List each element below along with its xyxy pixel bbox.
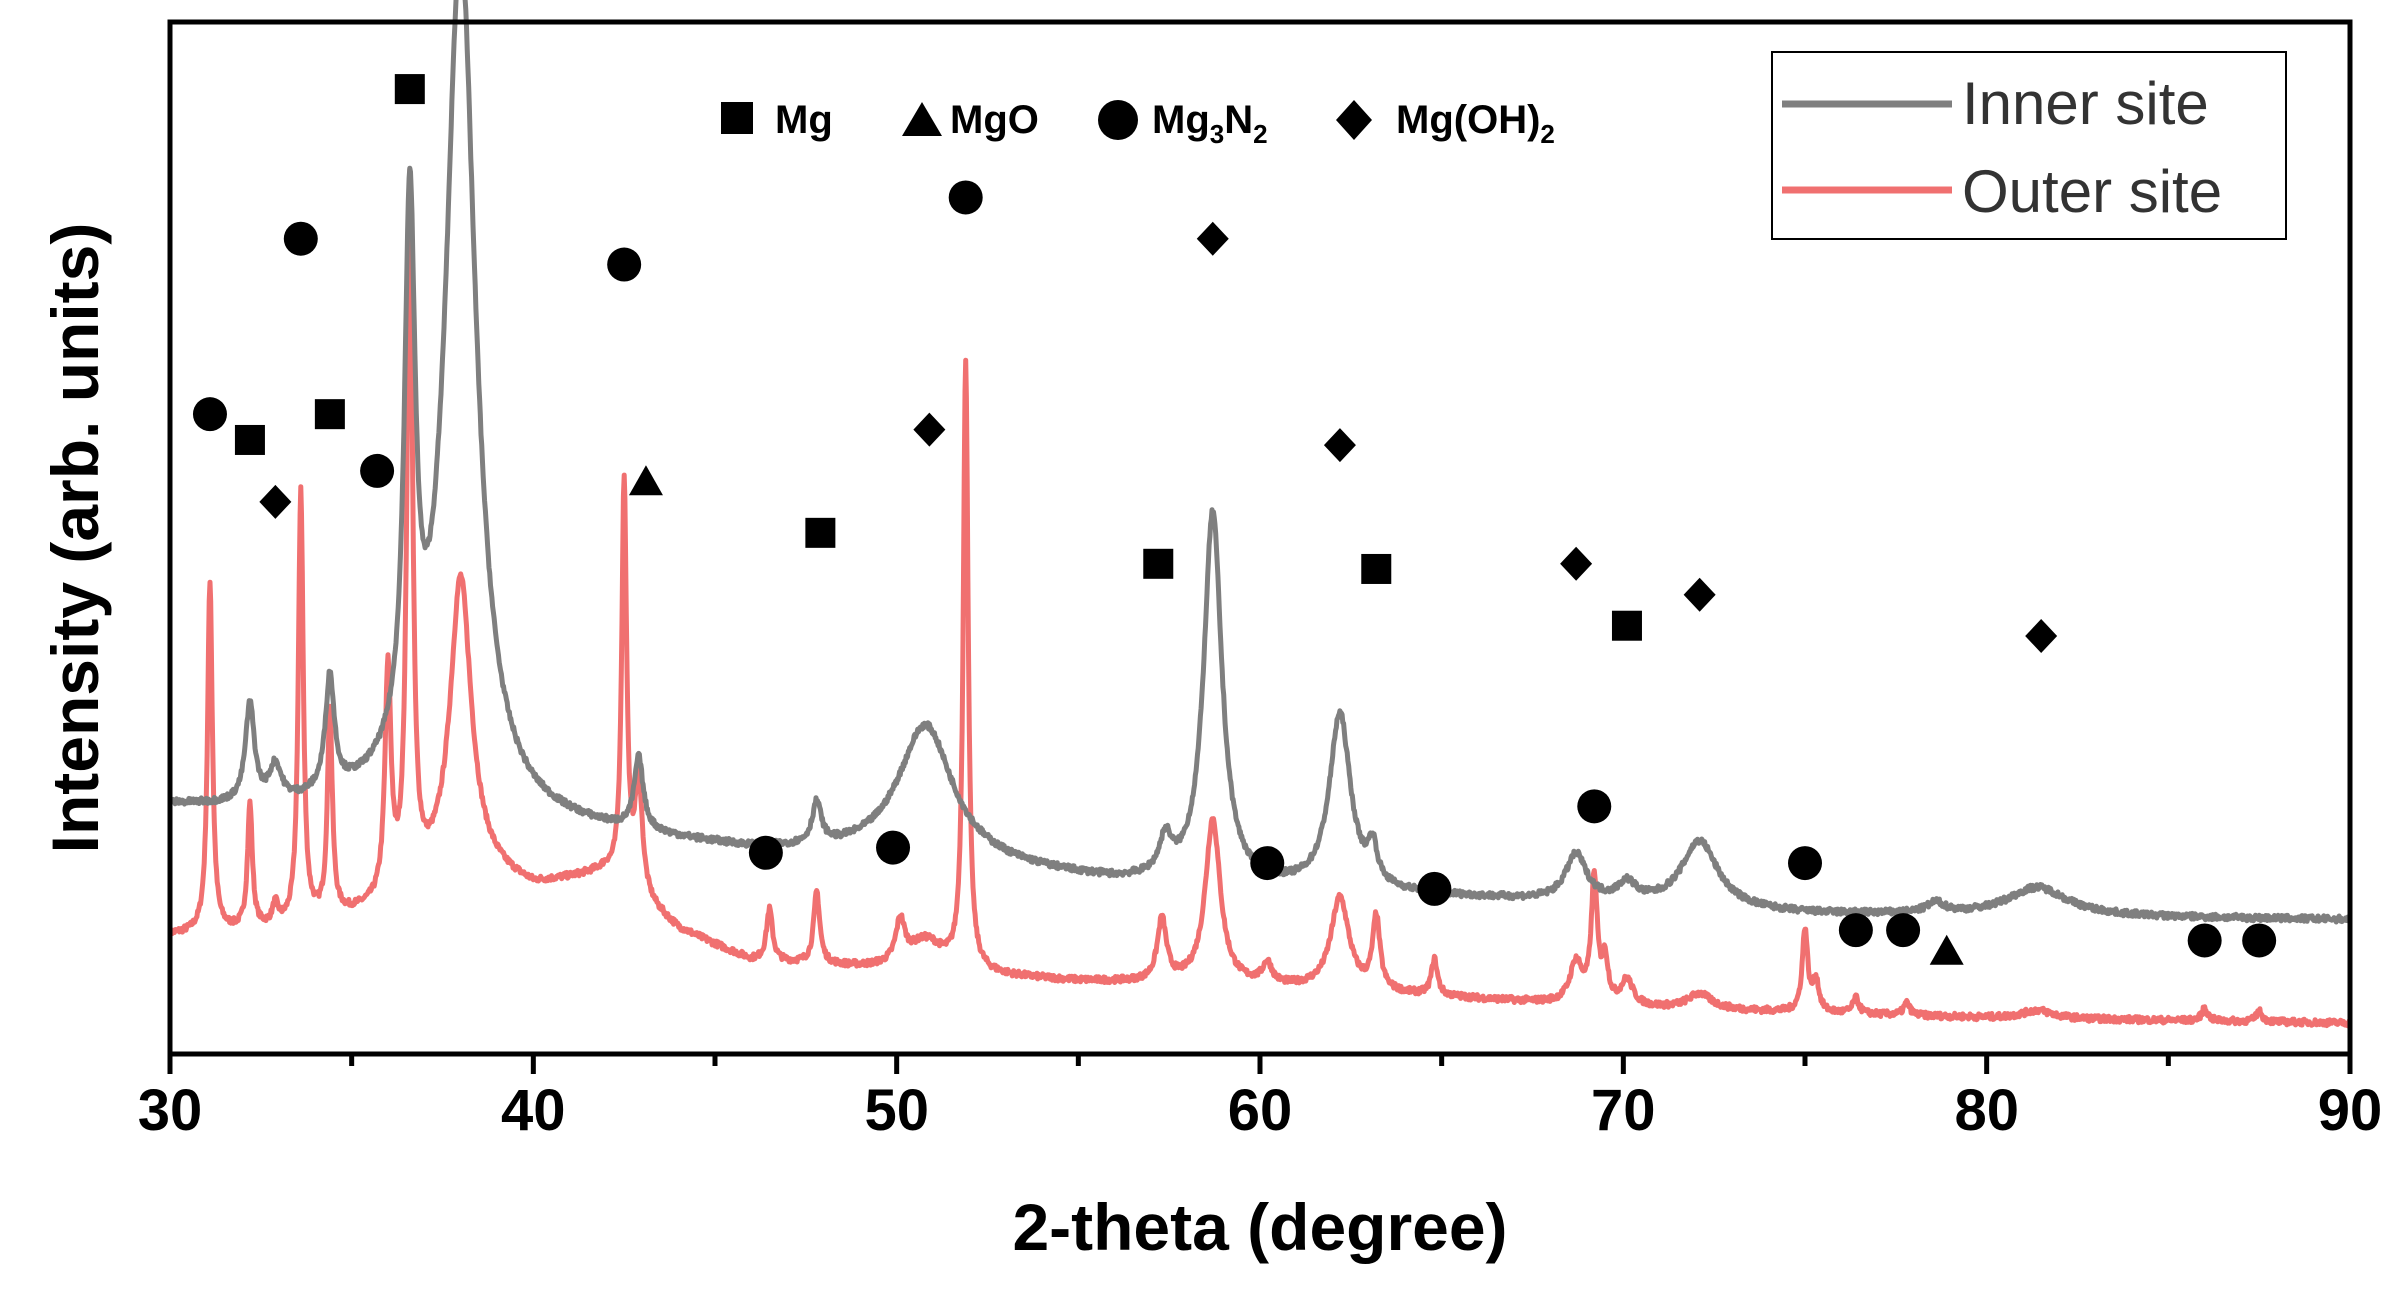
square-icon xyxy=(721,102,753,134)
legend-box xyxy=(1771,51,2287,240)
phase-marker-circle xyxy=(607,247,642,282)
phase-marker-diamond xyxy=(913,412,946,447)
phase-marker-square xyxy=(394,74,425,105)
phase-marker-circle xyxy=(1838,913,1873,948)
x-axis-title: 2-theta (degree) xyxy=(1012,1190,1507,1264)
phase-marker-circle xyxy=(2187,923,2222,958)
phase-marker-diamond xyxy=(1560,546,1593,581)
phase-marker-diamond xyxy=(259,484,292,519)
phase-marker-circle xyxy=(1577,789,1612,824)
phase-label-mg: Mg xyxy=(775,98,833,142)
x-tick-label: 30 xyxy=(138,1078,203,1143)
y-axis-title: Intensity (arb. units) xyxy=(38,223,112,854)
x-tick-labels: 30 40 50 60 70 80 90 xyxy=(138,1078,2383,1143)
diamond-icon xyxy=(1336,100,1372,140)
x-tick-label: 80 xyxy=(1954,1078,2019,1143)
phase-label-mgoh2: Mg(OH)2 xyxy=(1396,98,1555,149)
mg3n2-part1: Mg xyxy=(1152,98,1210,142)
x-tick-label: 70 xyxy=(1591,1078,1656,1143)
phase-label-mg3n2: Mg3N2 xyxy=(1152,98,1268,149)
phase-marker-square xyxy=(805,517,836,548)
phase-marker-circle xyxy=(876,830,911,865)
x-tick-label: 90 xyxy=(2318,1078,2383,1143)
series-line-outer-site xyxy=(167,166,2353,1029)
x-axis-ticks xyxy=(167,1054,2353,1074)
phase-marker-circle xyxy=(1886,913,1921,948)
phase-marker-diamond xyxy=(1196,221,1229,256)
phase-marker-circle xyxy=(283,221,318,256)
mg3n2-part2: N xyxy=(1224,98,1253,142)
phase-marker-circle xyxy=(1250,846,1285,881)
phase-marker-square xyxy=(234,424,265,455)
phase-marker-square xyxy=(1611,610,1642,641)
phase-marker-square xyxy=(314,399,345,430)
phase-marker-circle xyxy=(360,453,395,488)
triangle-icon xyxy=(902,102,942,136)
phase-marker-square xyxy=(1361,553,1392,584)
x-tick-label: 50 xyxy=(864,1078,929,1143)
mgoh2-sub: 2 xyxy=(1540,119,1554,149)
x-tick-label: 40 xyxy=(501,1078,566,1143)
phase-label-mgo: MgO xyxy=(950,98,1039,142)
phase-marker-circle xyxy=(1417,871,1452,906)
phase-marker-circle xyxy=(948,180,983,215)
circle-icon xyxy=(1098,100,1138,140)
phase-marker-circle xyxy=(2242,923,2277,958)
phase-marker-circle xyxy=(192,397,227,432)
mg3n2-sub2: 2 xyxy=(1253,119,1267,149)
phase-legend: Mg MgO Mg3N2 Mg(OH)2 xyxy=(721,98,1555,149)
phase-marker-square xyxy=(1143,548,1174,579)
phase-marker-circle xyxy=(748,835,783,870)
phase-marker-circle xyxy=(1788,846,1822,881)
phase-marker-triangle xyxy=(628,465,663,496)
mg3n2-sub1: 3 xyxy=(1210,119,1224,149)
phase-marker-diamond xyxy=(1683,577,1716,612)
phase-marker-diamond xyxy=(1323,428,1356,463)
phase-marker-diamond xyxy=(2025,619,2058,654)
phase-marker-triangle xyxy=(1929,934,1964,965)
series-legend: Inner site Outer site xyxy=(1771,51,2287,240)
x-tick-label: 60 xyxy=(1228,1078,1293,1143)
mgoh2-part1: Mg(OH) xyxy=(1396,98,1540,142)
legend-label-inner: Inner site xyxy=(1962,70,2209,137)
legend-label-outer: Outer site xyxy=(1962,158,2222,225)
phase-marker-layer xyxy=(192,74,2277,965)
